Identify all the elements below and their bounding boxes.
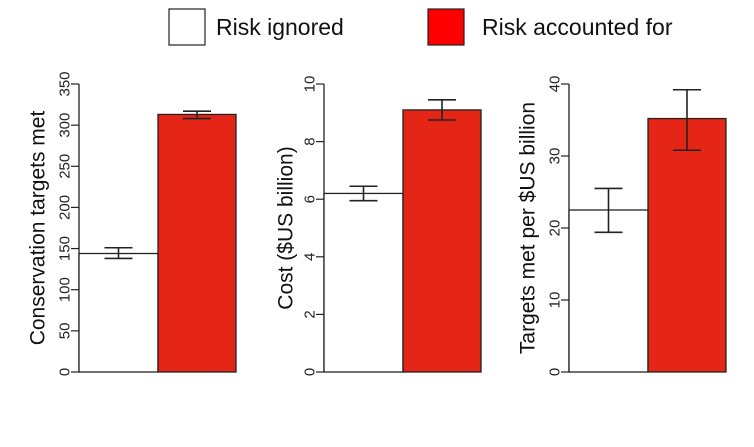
y-tick-label: 8 [302, 137, 319, 145]
y-tick-label: 250 [57, 154, 74, 179]
y-tick-label: 100 [57, 277, 74, 302]
y-tick-label: 10 [547, 292, 564, 309]
bar-risk-accounted-for [402, 109, 482, 373]
y-axis-label: Conservation targets met [27, 111, 50, 346]
y-axis-label: Targets met per $US billion [517, 102, 540, 354]
chart-panel-3: 0 10 20 30 40 Targets met per $US billion [517, 76, 727, 376]
chart-panel-1: 0 50 100 150 200 250 300 350 Conservation target… [27, 71, 237, 376]
y-tick-label: 300 [57, 113, 74, 138]
bar-risk-ignored [78, 252, 159, 373]
legend-label-risk-ignored: Risk ignored [216, 14, 344, 40]
y-tick-label: 2 [302, 310, 319, 318]
y-tick-label: 0 [302, 368, 319, 376]
legend: Risk ignored Risk accounted for [168, 8, 673, 46]
y-tick-label: 0 [547, 368, 564, 376]
y-tick-label: 0 [57, 368, 74, 376]
y-tick-label: 10 [302, 76, 319, 93]
bar-risk-ignored [323, 192, 404, 373]
y-tick-label: 20 [547, 220, 564, 237]
y-tick-label: 200 [57, 195, 74, 220]
chart-panel-2: 0 2 4 6 8 10 Cost ($US billion) [275, 76, 482, 376]
y-tick-label: 150 [57, 236, 74, 261]
bar-risk-accounted-for [157, 113, 237, 373]
legend-swatch-risk-accounted-for [427, 8, 465, 46]
y-axis-label: Cost ($US billion) [275, 146, 298, 309]
y-tick-label: 6 [302, 195, 319, 203]
y-tick-label: 50 [57, 323, 74, 340]
legend-swatch-risk-ignored [168, 8, 206, 46]
y-tick-label: 40 [547, 76, 564, 93]
legend-label-risk-accounted-for: Risk accounted for [482, 14, 673, 40]
bar-risk-accounted-for [647, 117, 727, 373]
y-tick-label: 350 [57, 71, 74, 96]
y-tick-label: 4 [302, 253, 319, 261]
bar-risk-ignored [568, 209, 649, 373]
y-tick-label: 30 [547, 148, 564, 165]
